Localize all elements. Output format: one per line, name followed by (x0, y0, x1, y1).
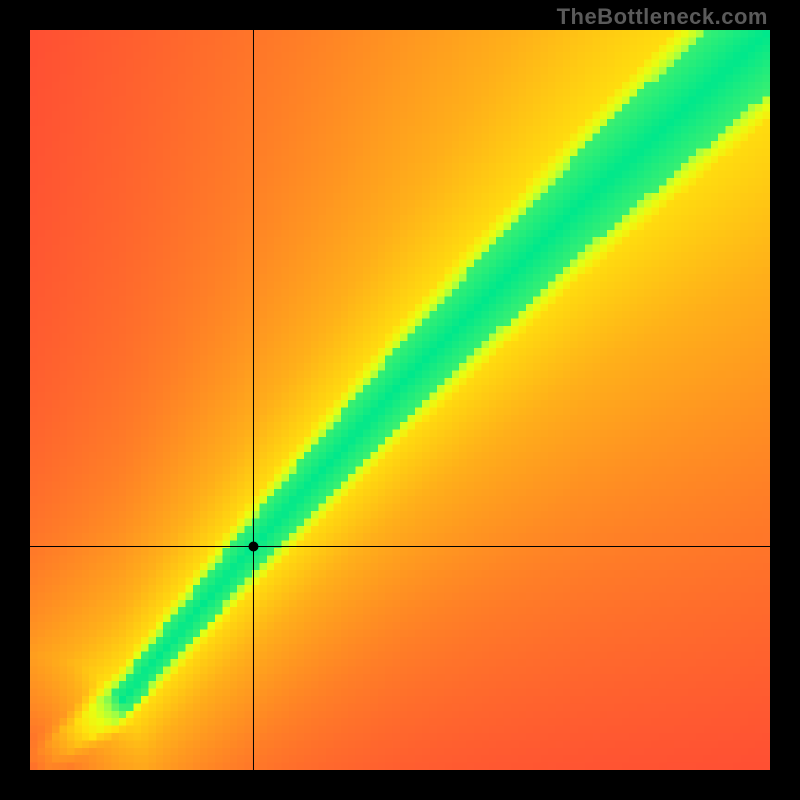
bottleneck-heatmap (30, 30, 770, 770)
chart-frame: { "attribution": { "text": "TheBottlenec… (0, 0, 800, 800)
attribution-text: TheBottleneck.com (557, 4, 768, 30)
